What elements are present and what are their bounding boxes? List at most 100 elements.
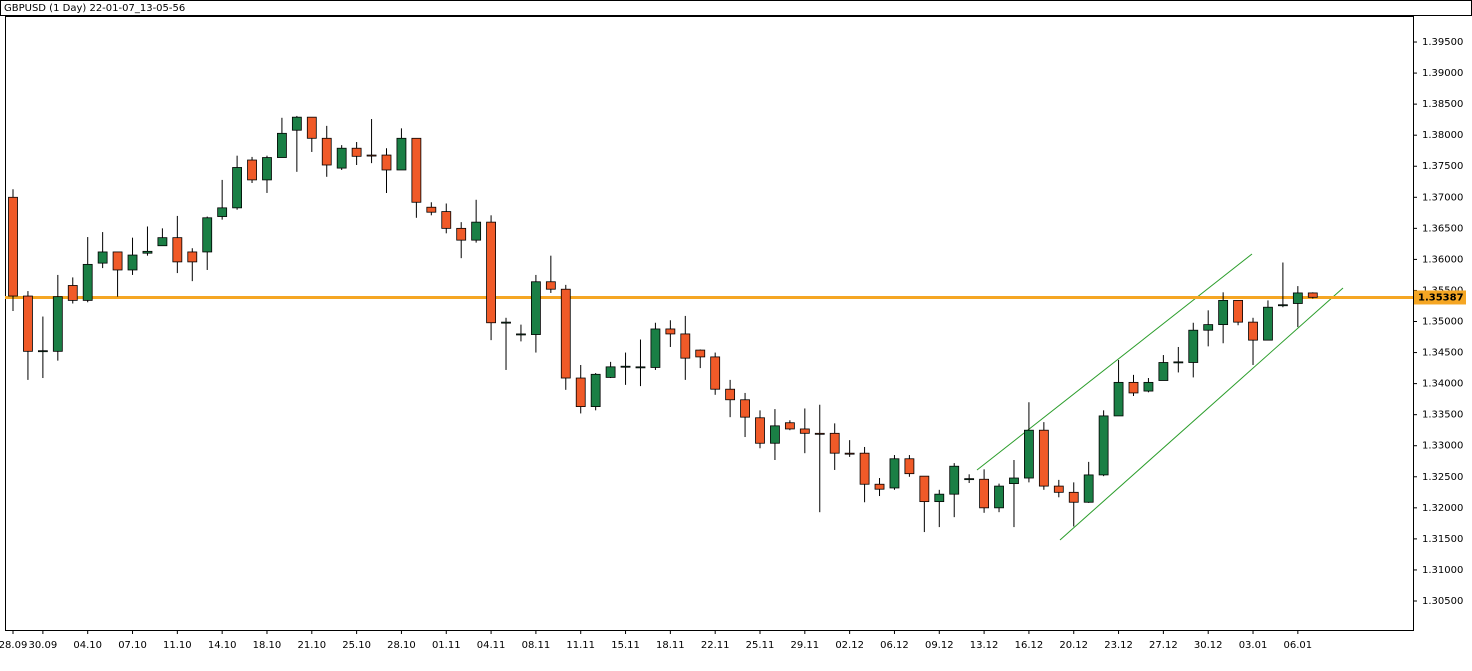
candle-body xyxy=(187,251,198,263)
candle-body xyxy=(829,432,840,454)
y-tick-label: 1.34000 xyxy=(1422,379,1463,390)
candle-body xyxy=(1173,361,1184,364)
x-tick-label: 18.10 xyxy=(253,640,282,651)
candle-body xyxy=(545,281,556,290)
title-bar xyxy=(0,0,1472,16)
candle-body xyxy=(590,373,601,407)
candle-body xyxy=(67,285,78,301)
candle-body xyxy=(889,458,900,489)
candle-body xyxy=(1053,485,1064,493)
x-tick-label: 06.12 xyxy=(880,640,909,651)
candle-body xyxy=(142,250,153,254)
y-tick-label: 1.37000 xyxy=(1422,192,1463,203)
y-tick-label: 1.33500 xyxy=(1422,410,1463,421)
candle-body xyxy=(97,251,108,264)
candle-body xyxy=(37,350,48,353)
x-tick-label: 09.12 xyxy=(925,640,954,651)
candle-body xyxy=(232,167,243,209)
candle-body xyxy=(1143,381,1154,392)
candle-body xyxy=(8,196,18,297)
x-tick-label: 22.11 xyxy=(701,640,730,651)
y-tick-label: 1.39500 xyxy=(1422,37,1463,48)
x-tick-label: 20.12 xyxy=(1059,640,1088,651)
candle-body xyxy=(605,366,616,378)
x-tick-label: 28.09 xyxy=(0,640,27,651)
x-tick-label: 08.11 xyxy=(522,640,551,651)
candle-body xyxy=(1098,415,1109,476)
x-tick-label: 03.01 xyxy=(1239,640,1268,651)
candle-body xyxy=(441,211,452,229)
candle-body xyxy=(127,254,138,271)
candle-body xyxy=(262,157,272,181)
candle-body xyxy=(1038,429,1049,487)
candle-body xyxy=(1068,491,1079,503)
chart-title: GBPUSD (1 Day) 22-01-07_13-05-56 xyxy=(4,3,185,14)
x-tick-label: 11.11 xyxy=(566,640,595,651)
candle-body xyxy=(1292,292,1303,304)
x-tick-label: 13.12 xyxy=(970,640,999,651)
candle-body xyxy=(560,288,571,379)
x-tick-label: 29.11 xyxy=(790,640,819,651)
candle-body xyxy=(1009,477,1019,485)
y-tick-label: 1.32500 xyxy=(1422,472,1463,483)
x-tick-label: 02.12 xyxy=(835,640,864,651)
y-tick-label: 1.30500 xyxy=(1422,596,1463,607)
candle-body xyxy=(366,154,377,157)
candle-body xyxy=(1263,306,1273,341)
y-tick-label: 1.33000 xyxy=(1422,441,1463,452)
candle-body xyxy=(680,333,691,359)
candle-body xyxy=(665,328,676,335)
x-tick-label: 04.11 xyxy=(477,640,506,651)
channel-line xyxy=(1059,287,1344,541)
candle-body xyxy=(471,221,482,241)
candle-body xyxy=(1128,381,1139,394)
x-tick-label: 01.11 xyxy=(432,640,461,651)
candle-body xyxy=(157,237,168,247)
candle-body xyxy=(635,366,646,369)
candle-body xyxy=(620,365,631,368)
candle-body xyxy=(23,295,33,352)
candle-body xyxy=(291,116,302,131)
price-label: 1.35387 xyxy=(1418,292,1464,303)
x-tick-label: 25.11 xyxy=(746,640,775,651)
y-tick-label: 1.38000 xyxy=(1422,130,1463,141)
candle-body xyxy=(725,388,736,401)
x-tick-label: 04.10 xyxy=(73,640,102,651)
candle-body xyxy=(1113,381,1124,417)
x-tick-label: 23.12 xyxy=(1104,640,1133,651)
candle-body xyxy=(874,483,885,490)
candle-body xyxy=(1203,324,1214,331)
candle-body xyxy=(964,478,975,481)
y-tick-label: 1.35000 xyxy=(1422,317,1463,328)
candle-body xyxy=(52,296,63,352)
candle-body xyxy=(381,154,392,171)
candle-body xyxy=(1278,304,1288,307)
y-tick-label: 1.31500 xyxy=(1422,534,1463,545)
x-tick-label: 28.10 xyxy=(387,640,416,651)
candle-body xyxy=(112,251,123,271)
candle-body xyxy=(306,116,317,139)
x-tick-label: 11.10 xyxy=(163,640,192,651)
candle-body xyxy=(904,458,915,475)
candle-body xyxy=(1233,299,1243,323)
y-tick-label: 1.31000 xyxy=(1422,565,1463,576)
price-label-box xyxy=(1414,290,1466,305)
x-tick-label: 16.12 xyxy=(1015,640,1044,651)
candle-body xyxy=(575,377,586,407)
candle-body xyxy=(1248,321,1258,341)
candle-body xyxy=(740,399,750,418)
candle-body xyxy=(396,137,407,171)
candle-body xyxy=(82,263,93,301)
candle-body xyxy=(859,452,870,485)
candle-body xyxy=(934,493,945,503)
x-tick-label: 15.11 xyxy=(611,640,640,651)
candle-body xyxy=(456,227,467,241)
candle-body xyxy=(949,465,960,495)
candle-body xyxy=(844,452,855,455)
candle-body xyxy=(202,217,213,253)
candle-body xyxy=(172,237,183,263)
candle-body xyxy=(217,207,228,217)
candle-body xyxy=(755,417,765,444)
candle-body xyxy=(919,475,930,503)
